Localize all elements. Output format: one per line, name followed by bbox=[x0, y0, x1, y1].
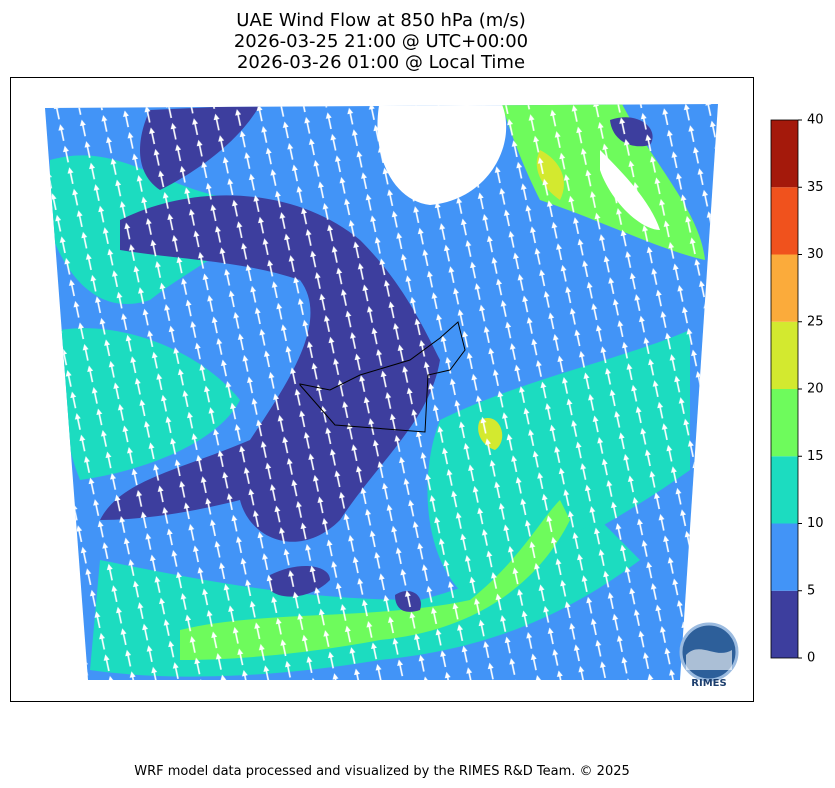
title-line: 2026-03-26 01:00 @ Local Time bbox=[237, 52, 525, 73]
colorbar-segment bbox=[771, 120, 798, 188]
logo-text: RIMES bbox=[691, 678, 726, 689]
footer: WRF model data processed and visualized … bbox=[134, 764, 630, 779]
colorbar-tick-label: 5 bbox=[807, 583, 815, 598]
colorbar-segment bbox=[771, 254, 798, 322]
colorbar-segment bbox=[771, 187, 798, 255]
colorbar-tick-label: 40 bbox=[807, 113, 824, 128]
border bbox=[299, 321, 466, 433]
logo: RIMES bbox=[679, 622, 739, 689]
colorbar-tick-label: 0 bbox=[807, 651, 815, 666]
colorbar-segment bbox=[771, 456, 798, 524]
colorbar-tick-label: 35 bbox=[807, 180, 824, 195]
colorbar-tick-label: 25 bbox=[807, 314, 824, 329]
colorbar-segment bbox=[771, 590, 798, 658]
colorbar-segment bbox=[771, 389, 798, 457]
colorbar-tick-label: 15 bbox=[807, 449, 824, 464]
colorbar-tick-label: 20 bbox=[807, 382, 824, 397]
colorbar-tick-label: 10 bbox=[807, 516, 824, 531]
title-line: 2026-03-25 21:00 @ UTC+00:00 bbox=[234, 31, 528, 52]
wind-field bbox=[45, 104, 718, 680]
colorbar-segment bbox=[771, 321, 798, 389]
map-frame bbox=[10, 77, 754, 702]
colorbar: 0 5 10 15 20 25 30 35 40 bbox=[770, 113, 824, 666]
title-line: UAE Wind Flow at 850 hPa (m/s) bbox=[236, 10, 525, 31]
colorbar-tick-label: 30 bbox=[807, 247, 824, 262]
colorbar-segment bbox=[771, 523, 798, 591]
